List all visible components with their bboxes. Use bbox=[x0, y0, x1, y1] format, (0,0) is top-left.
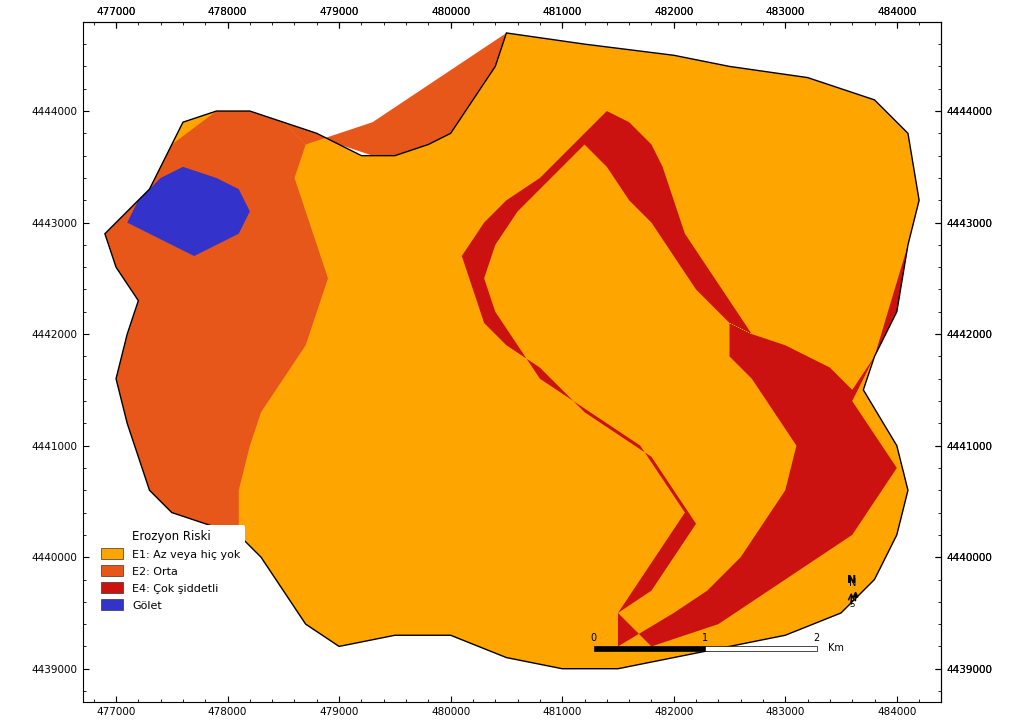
Text: 1: 1 bbox=[702, 633, 709, 643]
Bar bbox=[594, 646, 706, 651]
Polygon shape bbox=[127, 167, 250, 256]
Polygon shape bbox=[216, 33, 507, 156]
Text: 2: 2 bbox=[813, 633, 820, 643]
Text: S: S bbox=[850, 599, 855, 609]
Text: Km: Km bbox=[827, 644, 844, 654]
Text: N: N bbox=[847, 575, 856, 585]
Bar bbox=[706, 646, 817, 651]
Text: N: N bbox=[849, 578, 856, 588]
Text: 0: 0 bbox=[591, 633, 597, 643]
Polygon shape bbox=[104, 111, 328, 535]
Polygon shape bbox=[462, 33, 920, 647]
Polygon shape bbox=[104, 33, 920, 669]
Legend: E1: Az veya hiç yok, E2: Orta, E4: Çok şiddetli, Gölet: E1: Az veya hiç yok, E2: Orta, E4: Çok ş… bbox=[96, 525, 245, 615]
